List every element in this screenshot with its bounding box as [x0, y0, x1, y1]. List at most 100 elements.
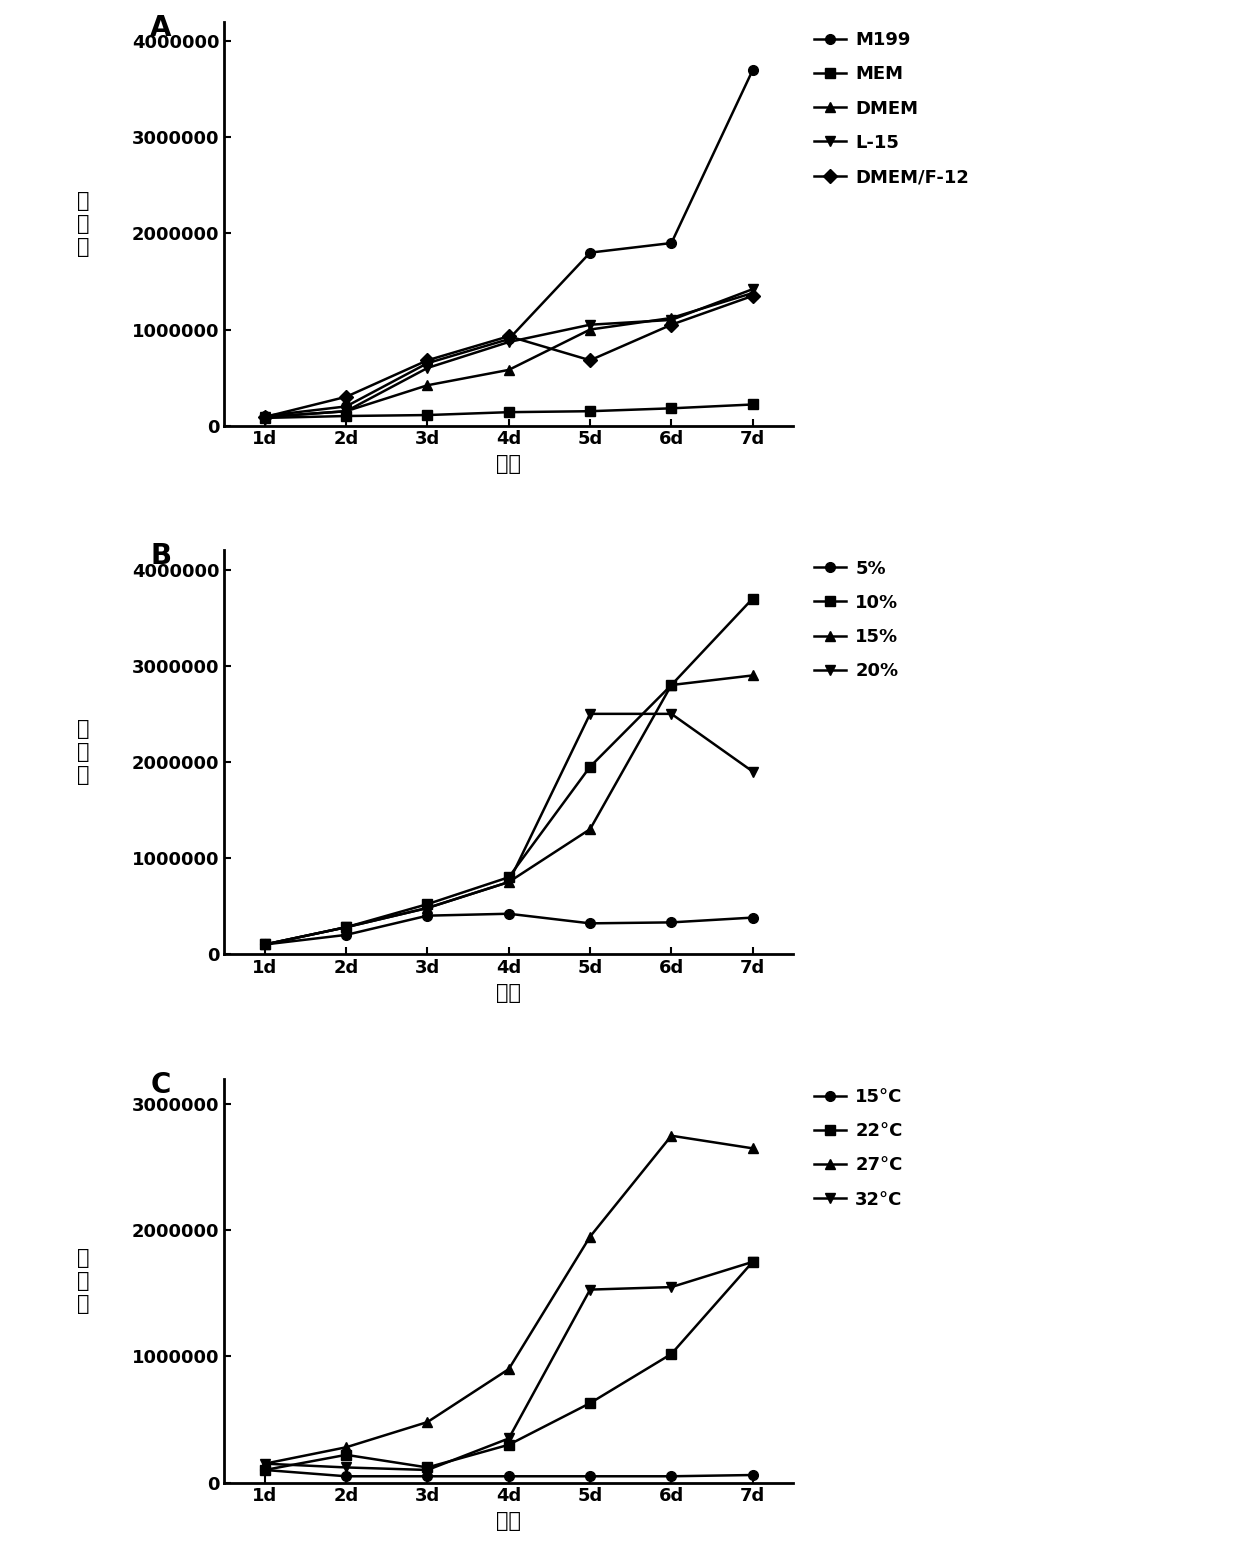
- 15°C: [745, 1466, 760, 1484]
- Line: 10%: 10%: [260, 594, 758, 949]
- MEM: [258, 408, 273, 427]
- 20%: [420, 898, 435, 917]
- 20%: [745, 762, 760, 781]
- 15°C: [583, 1467, 598, 1486]
- 20%: [663, 705, 678, 724]
- 20%: [339, 918, 353, 937]
- 22°C: [420, 1458, 435, 1476]
- Line: 27°C: 27°C: [260, 1130, 758, 1469]
- X-axis label: 时间: 时间: [496, 983, 521, 1002]
- 15°C: [420, 1467, 435, 1486]
- Line: DMEM/F-12: DMEM/F-12: [260, 291, 758, 422]
- 5%: [339, 926, 353, 945]
- 5%: [501, 904, 516, 923]
- Legend: 15°C, 22°C, 27°C, 32°C: 15°C, 22°C, 27°C, 32°C: [813, 1088, 903, 1209]
- Y-axis label: 细
胞
数: 细 胞 数: [77, 719, 89, 785]
- 10%: [745, 589, 760, 608]
- M199: [258, 407, 273, 425]
- Line: 32°C: 32°C: [260, 1257, 758, 1475]
- 27°C: [420, 1413, 435, 1432]
- Line: L-15: L-15: [260, 284, 758, 422]
- 10%: [583, 758, 598, 776]
- 10%: [258, 935, 273, 954]
- DMEM/F-12: [420, 351, 435, 369]
- 32°C: [339, 1458, 353, 1476]
- DMEM: [745, 284, 760, 303]
- 27°C: [339, 1438, 353, 1456]
- L-15: [745, 280, 760, 298]
- DMEM/F-12: [258, 408, 273, 427]
- Y-axis label: 细
胞
数: 细 胞 数: [77, 190, 89, 257]
- MEM: [583, 402, 598, 421]
- 10%: [663, 676, 678, 694]
- 15%: [663, 676, 678, 694]
- L-15: [663, 311, 678, 329]
- MEM: [745, 396, 760, 414]
- Line: 22°C: 22°C: [260, 1257, 758, 1475]
- Legend: M199, MEM, DMEM, L-15, DMEM/F-12: M199, MEM, DMEM, L-15, DMEM/F-12: [813, 31, 970, 186]
- 15°C: [258, 1461, 273, 1480]
- L-15: [501, 332, 516, 351]
- Y-axis label: 细
胞
数: 细 胞 数: [77, 1248, 89, 1314]
- 27°C: [501, 1360, 516, 1379]
- 15%: [745, 666, 760, 685]
- 15°C: [339, 1467, 353, 1486]
- 15%: [339, 918, 353, 937]
- DMEM: [258, 408, 273, 427]
- L-15: [583, 315, 598, 334]
- 15°C: [663, 1467, 678, 1486]
- 15%: [501, 873, 516, 892]
- Line: 20%: 20%: [260, 710, 758, 949]
- 22°C: [745, 1252, 760, 1271]
- 27°C: [745, 1139, 760, 1158]
- 10%: [501, 867, 516, 886]
- M199: [663, 233, 678, 252]
- L-15: [339, 402, 353, 421]
- DMEM: [339, 402, 353, 421]
- M199: [501, 329, 516, 348]
- 20%: [258, 935, 273, 954]
- 27°C: [583, 1228, 598, 1246]
- DMEM/F-12: [501, 326, 516, 345]
- 10%: [339, 918, 353, 937]
- 32°C: [420, 1461, 435, 1480]
- L-15: [420, 359, 435, 377]
- M199: [339, 397, 353, 416]
- 27°C: [663, 1127, 678, 1146]
- 5%: [583, 914, 598, 932]
- 15°C: [501, 1467, 516, 1486]
- DMEM/F-12: [663, 315, 678, 334]
- 32°C: [663, 1279, 678, 1297]
- MEM: [663, 399, 678, 417]
- 22°C: [339, 1446, 353, 1464]
- DMEM/F-12: [583, 351, 598, 369]
- 15%: [583, 819, 598, 838]
- 5%: [663, 914, 678, 932]
- M199: [583, 243, 598, 261]
- Line: MEM: MEM: [260, 399, 758, 422]
- 5%: [420, 906, 435, 925]
- DMEM/F-12: [339, 388, 353, 407]
- MEM: [501, 404, 516, 422]
- 20%: [583, 705, 598, 724]
- DMEM: [501, 360, 516, 379]
- Line: M199: M199: [260, 65, 758, 421]
- 10%: [420, 895, 435, 914]
- 22°C: [663, 1345, 678, 1364]
- Legend: 5%, 10%, 15%, 20%: 5%, 10%, 15%, 20%: [813, 560, 899, 680]
- Text: C: C: [150, 1071, 171, 1099]
- DMEM: [663, 309, 678, 328]
- 32°C: [745, 1252, 760, 1271]
- MEM: [420, 405, 435, 424]
- X-axis label: 时间: 时间: [496, 1510, 521, 1531]
- 22°C: [258, 1461, 273, 1480]
- 32°C: [583, 1280, 598, 1299]
- M199: [420, 354, 435, 373]
- Text: A: A: [150, 14, 171, 42]
- DMEM: [420, 376, 435, 394]
- DMEM/F-12: [745, 286, 760, 305]
- Line: 15%: 15%: [260, 671, 758, 949]
- Text: B: B: [150, 543, 171, 570]
- 15%: [420, 898, 435, 917]
- M199: [745, 60, 760, 79]
